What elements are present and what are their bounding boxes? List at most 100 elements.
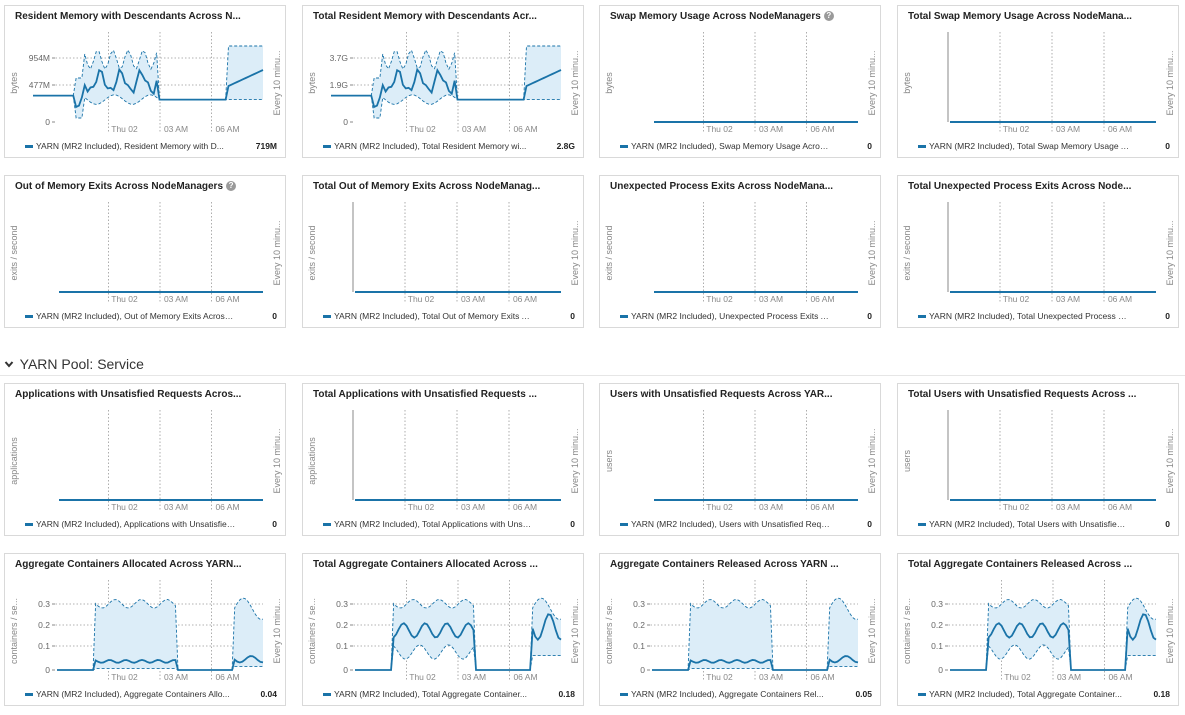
chart-title[interactable]: Total Aggregate Containers Allocated Acr…	[313, 559, 575, 570]
chart-plot: containers / se... Every 10 minu... Thu 02…	[9, 580, 282, 682]
chart-legend[interactable]: YARN (MR2 Included), Aggregate Container…	[620, 689, 872, 701]
chart-title-text: Total Resident Memory with Descendants A…	[313, 11, 537, 22]
x-tick-label: 06 AM	[513, 502, 537, 512]
chart-title[interactable]: Aggregate Containers Allocated Across YA…	[15, 559, 277, 570]
chart-legend[interactable]: YARN (MR2 Included), Total Swap Memory U…	[918, 141, 1170, 153]
x-tick-label: Thu 02	[408, 294, 435, 304]
legend-value: 0.04	[260, 689, 277, 699]
chart-title[interactable]: Total Users with Unsatisfied Requests Ac…	[908, 389, 1170, 400]
legend-value: 0.18	[558, 689, 575, 699]
chart-legend[interactable]: YARN (MR2 Included), Swap Memory Usage A…	[620, 141, 872, 153]
legend-swatch	[620, 315, 628, 318]
chart-plot: exits / second Every 10 minu... Thu 02 03 A…	[604, 202, 877, 304]
legend-label: YARN (MR2 Included), Total Swap Memory U…	[929, 141, 1129, 151]
legend-label: YARN (MR2 Included), Total Aggregate Con…	[929, 689, 1122, 699]
chart-card[interactable]: Resident Memory with Descendants Across …	[4, 5, 286, 158]
chart-title[interactable]: Unexpected Process Exits Across NodeMana…	[610, 181, 872, 192]
chart-title[interactable]: Total Applications with Unsatisfied Requ…	[313, 389, 575, 400]
x-tick-label: Thu 02	[706, 294, 733, 304]
chart-card[interactable]: Out of Memory Exits Across NodeManagers?…	[4, 175, 286, 328]
x-tick-label: 06 AM	[513, 124, 537, 134]
chart-legend[interactable]: YARN (MR2 Included), Total Applications …	[323, 519, 575, 531]
x-tick-label: Thu 02	[111, 294, 138, 304]
chart-legend[interactable]: YARN (MR2 Included), Total Resident Memo…	[323, 141, 575, 153]
chart-title[interactable]: Total Out of Memory Exits Across NodeMan…	[313, 181, 575, 192]
chart-legend[interactable]: YARN (MR2 Included), Total Users with Un…	[918, 519, 1170, 531]
chart-card[interactable]: Total Resident Memory with Descendants A…	[302, 5, 584, 158]
x-tick-label: 06 AM	[1108, 124, 1132, 134]
y-tick-label: 0.1	[38, 641, 50, 651]
x-tick-label: 06 AM	[215, 502, 239, 512]
chart-title-text: Total Users with Unsatisfied Requests Ac…	[908, 389, 1137, 400]
chart-card[interactable]: Swap Memory Usage Across NodeManagers? by…	[599, 5, 881, 158]
chart-title-text: Total Aggregate Containers Allocated Acr…	[313, 559, 538, 570]
chart-card[interactable]: Total Users with Unsatisfied Requests Ac…	[897, 383, 1179, 536]
chart-card[interactable]: Total Applications with Unsatisfied Requ…	[302, 383, 584, 536]
legend-swatch	[620, 145, 628, 148]
chart-title-text: Total Unexpected Process Exits Across No…	[908, 181, 1132, 192]
chart-legend[interactable]: YARN (MR2 Included), Total Out of Memory…	[323, 311, 575, 323]
chart-legend[interactable]: YARN (MR2 Included), Users with Unsatisf…	[620, 519, 872, 531]
chart-plot: users Every 10 minu... Thu 02 03 AM 06 AM	[902, 410, 1175, 512]
chart-title[interactable]: Users with Unsatisfied Requests Across Y…	[610, 389, 872, 400]
chart-legend[interactable]: YARN (MR2 Included), Resident Memory wit…	[25, 141, 277, 153]
y-axis-title: bytes	[9, 72, 19, 94]
chart-card[interactable]: Aggregate Containers Released Across YAR…	[599, 553, 881, 706]
y-tick-label: 0.3	[38, 599, 50, 609]
y-tick-label: 0.2	[336, 620, 348, 630]
chart-legend[interactable]: YARN (MR2 Included), Aggregate Container…	[25, 689, 277, 701]
help-icon[interactable]: ?	[823, 11, 834, 21]
chart-card[interactable]: Users with Unsatisfied Requests Across Y…	[599, 383, 881, 536]
chart-card[interactable]: Unexpected Process Exits Across NodeMana…	[599, 175, 881, 328]
chart-title[interactable]: Out of Memory Exits Across NodeManagers?	[15, 181, 277, 192]
chart-card[interactable]: Total Swap Memory Usage Across NodeMana.…	[897, 5, 1179, 158]
legend-value: 0	[1165, 519, 1170, 529]
legend-label: YARN (MR2 Included), Total Applications …	[334, 519, 534, 529]
chart-legend[interactable]: YARN (MR2 Included), Total Aggregate Con…	[918, 689, 1170, 701]
chart-title[interactable]: Total Unexpected Process Exits Across No…	[908, 181, 1170, 192]
legend-label: YARN (MR2 Included), Swap Memory Usage A…	[631, 141, 831, 151]
chart-legend[interactable]: YARN (MR2 Included), Applications with U…	[25, 519, 277, 531]
x-tick-label: 03 AM	[759, 124, 783, 134]
chart-legend[interactable]: YARN (MR2 Included), Total Unexpected Pr…	[918, 311, 1170, 323]
chart-title[interactable]: Applications with Unsatisfied Requests A…	[15, 389, 277, 400]
y-axis-title: bytes	[902, 72, 912, 94]
x-tick-label: 06 AM	[810, 502, 834, 512]
x-tick-label: Thu 02	[409, 672, 436, 682]
y-axis-title: exits / second	[307, 225, 317, 280]
chart-title[interactable]: Aggregate Containers Released Across YAR…	[610, 559, 872, 570]
x-tick-label: 03 AM	[759, 672, 783, 682]
chart-legend[interactable]: YARN (MR2 Included), Total Aggregate Con…	[323, 689, 575, 701]
chart-plot: containers / se... Every 10 minu... Thu 02…	[604, 580, 877, 682]
y-tick-label: 0	[343, 117, 348, 127]
series-range-band	[57, 598, 263, 670]
interval-label: Every 10 minu...	[570, 428, 580, 493]
chart-card[interactable]: Total Aggregate Containers Allocated Acr…	[302, 553, 584, 706]
x-tick-label: Thu 02	[409, 124, 436, 134]
chart-plot: bytes Every 10 minu... Thu 02 03 AM 06 AM 954…	[9, 32, 282, 134]
x-tick-label: 06 AM	[810, 294, 834, 304]
series-line	[950, 613, 1157, 671]
series-range-band	[950, 598, 1156, 670]
chart-title[interactable]: Total Resident Memory with Descendants A…	[313, 11, 575, 22]
section-header-yarn-pool[interactable]: YARN Pool: Service	[4, 356, 144, 372]
chart-card[interactable]: Aggregate Containers Allocated Across YA…	[4, 553, 286, 706]
y-axis-title: containers / se...	[9, 598, 19, 664]
chart-card[interactable]: Total Aggregate Containers Released Acro…	[897, 553, 1179, 706]
chart-title[interactable]: Total Aggregate Containers Released Acro…	[908, 559, 1170, 570]
chart-title[interactable]: Swap Memory Usage Across NodeManagers?	[610, 11, 872, 22]
interval-label: Every 10 minu...	[867, 220, 877, 285]
chart-card[interactable]: Total Unexpected Process Exits Across No…	[897, 175, 1179, 328]
legend-label: YARN (MR2 Included), Out of Memory Exits…	[36, 311, 236, 321]
y-tick-label: 0	[343, 665, 348, 675]
chart-title[interactable]: Resident Memory with Descendants Across …	[15, 11, 277, 22]
legend-label: YARN (MR2 Included), Unexpected Process …	[631, 311, 831, 321]
help-icon[interactable]: ?	[226, 181, 237, 191]
legend-value: 0	[272, 519, 277, 529]
chart-legend[interactable]: YARN (MR2 Included), Unexpected Process …	[620, 311, 872, 323]
chart-legend[interactable]: YARN (MR2 Included), Out of Memory Exits…	[25, 311, 277, 323]
legend-swatch	[323, 145, 331, 148]
chart-card[interactable]: Applications with Unsatisfied Requests A…	[4, 383, 286, 536]
chart-card[interactable]: Total Out of Memory Exits Across NodeMan…	[302, 175, 584, 328]
chart-title[interactable]: Total Swap Memory Usage Across NodeMana.…	[908, 11, 1170, 22]
